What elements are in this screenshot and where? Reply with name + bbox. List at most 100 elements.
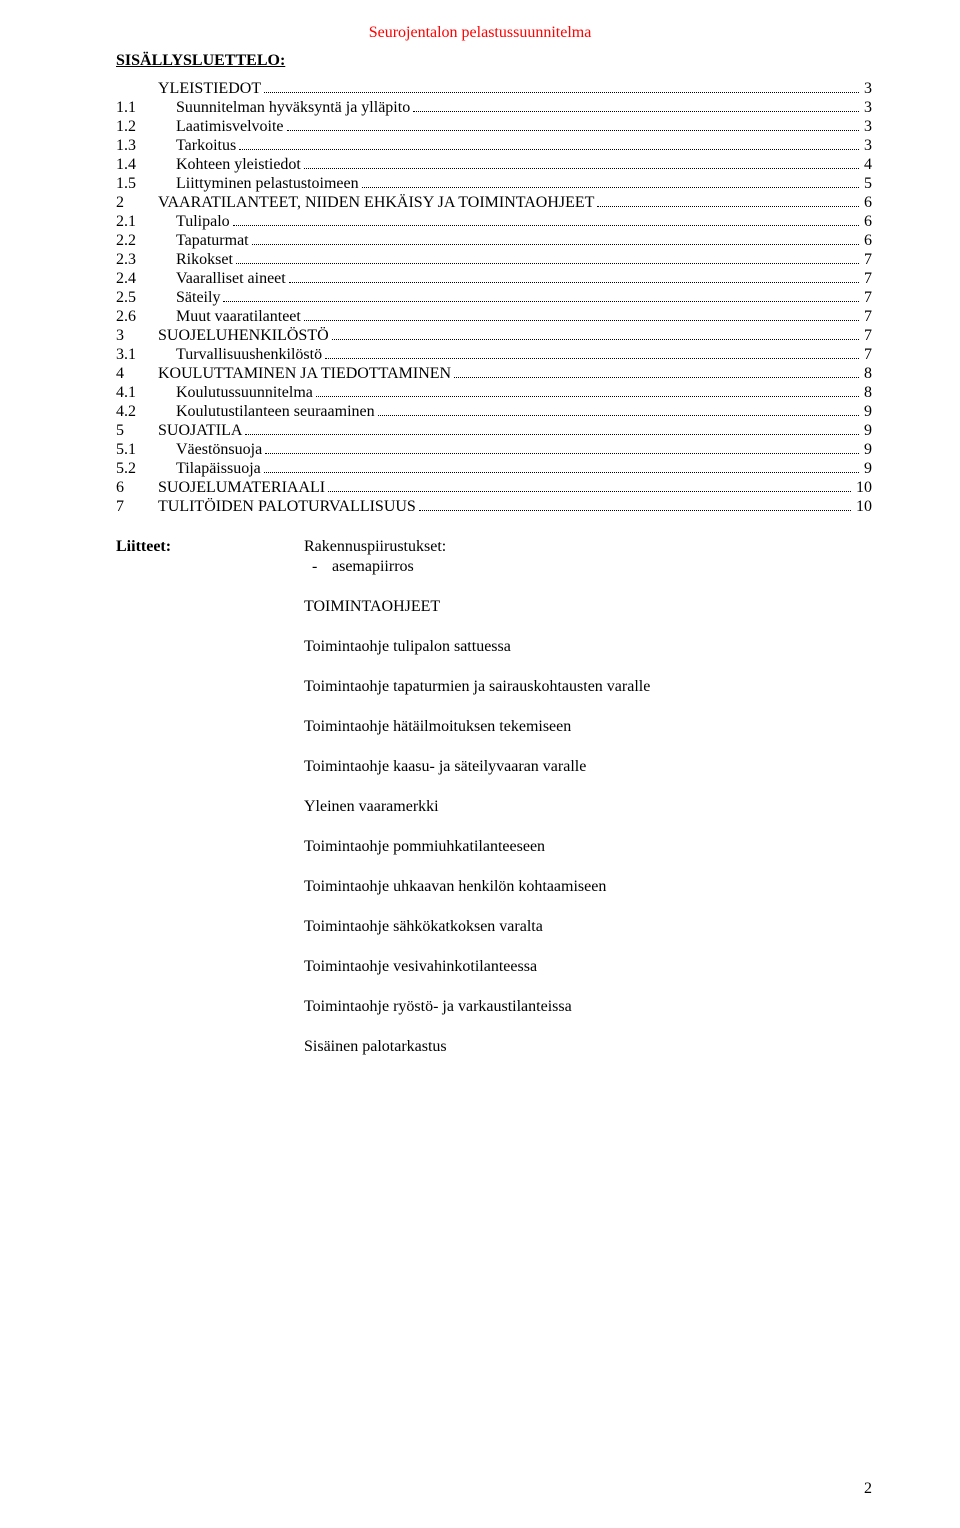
toc-leader-dots xyxy=(362,176,859,188)
toc-entry-number: 1.2 xyxy=(116,118,176,136)
toc-entry-number: 2.6 xyxy=(116,308,176,326)
toc-entry-page: 6 xyxy=(862,213,872,231)
toc-entry-label: Säteily xyxy=(176,289,220,307)
toc-entry-page: 7 xyxy=(862,270,872,288)
toc-entry-page: 6 xyxy=(862,194,872,212)
toc-entry-label: Suunnitelman hyväksyntä ja ylläpito xyxy=(176,99,410,117)
toc-entry-page: 9 xyxy=(862,441,872,459)
toc-entry-page: 7 xyxy=(862,289,872,307)
attachments-list: Toimintaohje tulipalon sattuessaToiminta… xyxy=(304,638,872,1056)
toc-leader-dots xyxy=(304,309,859,321)
toc-entry-page: 9 xyxy=(862,403,872,421)
toc-leader-dots xyxy=(239,138,859,150)
toc-entry-number: 2 xyxy=(116,194,158,212)
toc-entry: 2.6Muut vaaratilanteet 7 xyxy=(116,308,872,326)
attachment-item: Toimintaohje pommiuhkatilanteeseen xyxy=(304,838,872,856)
toc-entry: 5.2Tilapäissuoja9 xyxy=(116,460,872,478)
attachment-item: Toimintaohje kaasu- ja säteilyvaaran var… xyxy=(304,758,872,776)
toc-entry: 7TULITÖIDEN PALOTURVALLISUUS 10 xyxy=(116,498,872,516)
toc-entry: 2.4Vaaralliset aineet7 xyxy=(116,270,872,288)
toc-entry-page: 7 xyxy=(862,327,872,345)
toc-entry-label: SUOJELUMATERIAALI xyxy=(158,479,325,497)
toc-leader-dots xyxy=(325,347,859,359)
toc-leader-dots xyxy=(233,214,859,226)
toc-entry-number: 1.3 xyxy=(116,137,176,155)
toc-entry-label: YLEISTIEDOT xyxy=(158,80,261,98)
toc-entry-number: 1.4 xyxy=(116,156,176,174)
toc-leader-dots xyxy=(454,366,859,378)
toc-entry-number: 5.2 xyxy=(116,460,176,478)
toc-entry: 2.2Tapaturmat6 xyxy=(116,232,872,250)
toc-leader-dots xyxy=(419,499,851,511)
toc-entry-label: Muut vaaratilanteet xyxy=(176,308,301,326)
toc-entry-label: Turvallisuushenkilöstö xyxy=(176,346,322,364)
toc-entry: 1.2Laatimisvelvoite3 xyxy=(116,118,872,136)
toc-entry-label: TULITÖIDEN PALOTURVALLISUUS xyxy=(158,498,416,516)
attachments-intro: Rakennuspiirustukset: xyxy=(304,538,872,556)
toc-entry-number: 4.1 xyxy=(116,384,176,402)
toc-leader-dots xyxy=(289,271,859,283)
document-header-title: Seurojentalon pelastussuunnitelma xyxy=(0,24,960,42)
attachments-intro-bullet: asemapiirros xyxy=(304,558,872,576)
toc-leader-dots xyxy=(332,328,859,340)
toc-entry: 2.5Säteily 7 xyxy=(116,289,872,307)
toc-entry-page: 4 xyxy=(862,156,872,174)
toc-leader-dots xyxy=(223,290,859,302)
toc-entry-page: 10 xyxy=(854,479,872,497)
toc-leader-dots xyxy=(413,100,859,112)
attachment-item: Toimintaohje uhkaavan henkilön kohtaamis… xyxy=(304,878,872,896)
attachment-item: Toimintaohje hätäilmoituksen tekemiseen xyxy=(304,718,872,736)
attachments-sub-heading: TOIMINTAOHJEET xyxy=(304,598,872,616)
toc-leader-dots xyxy=(265,442,859,454)
toc-entry-label: SUOJELUHENKILÖSTÖ xyxy=(158,327,329,345)
toc-entry: 1.3Tarkoitus3 xyxy=(116,137,872,155)
toc-entry-number: 7 xyxy=(116,498,158,516)
toc-entry: 4.1Koulutussuunnitelma8 xyxy=(116,384,872,402)
toc-entry-number: 4 xyxy=(116,365,158,383)
toc-entry-page: 7 xyxy=(862,308,872,326)
toc-entry: 2VAARATILANTEET, NIIDEN EHKÄISY JA TOIMI… xyxy=(116,194,872,212)
table-of-contents: YLEISTIEDOT31.1Suunnitelman hyväksyntä j… xyxy=(116,80,872,516)
toc-leader-dots xyxy=(597,195,859,207)
toc-entry-label: Koulutussuunnitelma xyxy=(176,384,313,402)
toc-leader-dots xyxy=(316,385,859,397)
attachment-item: Yleinen vaaramerkki xyxy=(304,798,872,816)
toc-entry-number: 5.1 xyxy=(116,441,176,459)
toc-entry: 1.4Kohteen yleistiedot4 xyxy=(116,156,872,174)
toc-entry: 2.1Tulipalo6 xyxy=(116,213,872,231)
toc-entry-label: SUOJATILA xyxy=(158,422,242,440)
attachments-block: Liitteet: Rakennuspiirustukset: asemapii… xyxy=(116,538,872,1056)
toc-entry: 6SUOJELUMATERIAALI 10 xyxy=(116,479,872,497)
toc-entry-number: 4.2 xyxy=(116,403,176,421)
toc-leader-dots xyxy=(252,233,859,245)
toc-leader-dots xyxy=(328,480,851,492)
attachment-item: Toimintaohje vesivahinkotilanteessa xyxy=(304,958,872,976)
toc-entry-page: 3 xyxy=(862,80,872,98)
toc-entry: 4.2Koulutustilanteen seuraaminen9 xyxy=(116,403,872,421)
toc-entry-number: 6 xyxy=(116,479,158,497)
toc-leader-dots xyxy=(236,252,859,264)
attachments-content: Rakennuspiirustukset: asemapiirros TOIMI… xyxy=(304,538,872,1056)
toc-entry: 5SUOJATILA9 xyxy=(116,422,872,440)
toc-leader-dots xyxy=(264,81,859,93)
toc-entry-page: 3 xyxy=(862,99,872,117)
toc-entry-page: 3 xyxy=(862,118,872,136)
toc-entry-label: Tapaturmat xyxy=(176,232,249,250)
toc-leader-dots xyxy=(245,423,859,435)
toc-heading: SISÄLLYSLUETTELO: xyxy=(116,52,872,70)
toc-entry-label: Rikokset xyxy=(176,251,233,269)
toc-leader-dots xyxy=(378,404,859,416)
toc-entry-label: VAARATILANTEET, NIIDEN EHKÄISY JA TOIMIN… xyxy=(158,194,594,212)
toc-entry: 3.1Turvallisuushenkilöstö7 xyxy=(116,346,872,364)
toc-entry-number: 2.5 xyxy=(116,289,176,307)
toc-entry-page: 8 xyxy=(862,365,872,383)
toc-entry-page: 10 xyxy=(854,498,872,516)
toc-entry: 1.1Suunnitelman hyväksyntä ja ylläpito3 xyxy=(116,99,872,117)
toc-entry-number: 3.1 xyxy=(116,346,176,364)
toc-entry-number: 2.4 xyxy=(116,270,176,288)
toc-entry: YLEISTIEDOT 3 xyxy=(116,80,872,98)
toc-entry-page: 5 xyxy=(862,175,872,193)
toc-entry-label: Väestönsuoja xyxy=(176,441,262,459)
toc-entry-number: 2.1 xyxy=(116,213,176,231)
page-number: 2 xyxy=(864,1480,872,1498)
